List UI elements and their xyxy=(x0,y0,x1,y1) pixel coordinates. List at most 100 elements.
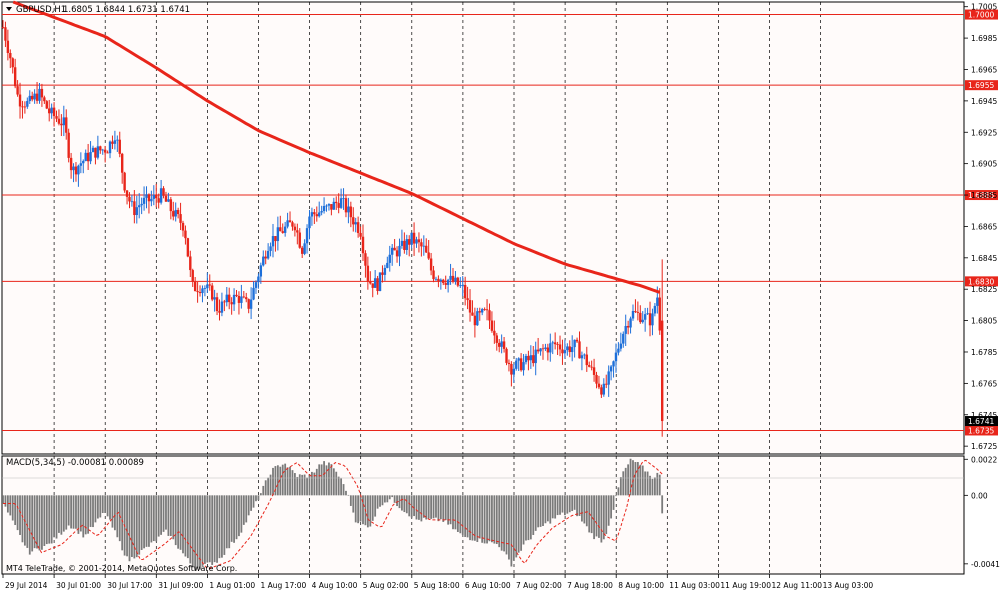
candle-body xyxy=(152,195,156,199)
histogram-bar xyxy=(629,458,632,496)
candle-body xyxy=(94,147,97,158)
candle-body xyxy=(91,147,95,152)
histogram-bar xyxy=(133,495,136,559)
histogram-bar xyxy=(583,495,586,524)
histogram-bar xyxy=(362,495,364,525)
candle-body xyxy=(150,198,153,202)
candle-body xyxy=(335,201,338,204)
histogram-bar xyxy=(483,495,486,544)
histogram-bar xyxy=(306,477,308,496)
histogram-bar xyxy=(464,495,467,537)
candle-body xyxy=(26,101,29,107)
candle-body xyxy=(240,296,243,303)
y-tick-label: 1.6945 xyxy=(971,97,997,106)
candle-body xyxy=(371,283,374,288)
histogram-bar xyxy=(150,495,153,543)
histogram-bar xyxy=(289,466,291,496)
price-level-tag-label: 1.7000 xyxy=(968,11,994,20)
histogram-bar xyxy=(201,495,204,566)
histogram-bar xyxy=(250,495,253,511)
candle-body xyxy=(578,341,581,359)
candle-body xyxy=(298,232,301,248)
candle-body xyxy=(245,297,248,300)
candle-body xyxy=(476,311,479,326)
price-level-tag-label: 1.6735 xyxy=(968,426,994,435)
histogram-bar xyxy=(342,484,345,496)
histogram-bar xyxy=(495,495,498,545)
histogram-bar xyxy=(517,495,520,553)
candle-body xyxy=(388,254,391,263)
histogram-bar xyxy=(43,495,46,546)
histogram-bar xyxy=(379,495,381,507)
candle-body xyxy=(648,313,652,326)
candle-body xyxy=(337,203,340,208)
histogram-bar xyxy=(118,495,121,542)
macd-axis[interactable]: 0.0022 0.00 -0.00418 xyxy=(964,455,1000,569)
y-tick-label: 1.6805 xyxy=(971,317,997,326)
candle-body xyxy=(159,188,163,203)
y-tick-label: 1.6765 xyxy=(971,379,997,388)
histogram-bar xyxy=(184,495,187,557)
histogram-bar xyxy=(381,495,384,506)
histogram-bar xyxy=(473,495,476,541)
histogram-bar xyxy=(651,478,654,496)
histogram-bar xyxy=(427,495,430,519)
candle-body xyxy=(279,227,282,232)
histogram-bar xyxy=(598,495,600,538)
histogram-bar xyxy=(486,495,488,544)
candle-body xyxy=(308,216,311,229)
candle-body xyxy=(320,211,323,213)
histogram-bar xyxy=(264,480,267,496)
price-level-tag-label: 1.6955 xyxy=(968,81,994,90)
histogram-bar xyxy=(578,495,581,516)
histogram-bar xyxy=(456,495,459,532)
histogram-bar xyxy=(435,495,437,518)
histogram-bar xyxy=(84,495,87,535)
histogram-bar xyxy=(330,464,333,496)
candle-body xyxy=(527,355,530,361)
price-axis[interactable]: 1.7005 1.6985 1.6965 1.6945 1.6925 1.6905 1.68… xyxy=(964,3,997,451)
candle-body xyxy=(425,245,428,253)
candle-body xyxy=(325,205,328,207)
time-axis[interactable]: 29 Jul 2014 30 Jul 01:00 30 Jul 17:00 31 Ju… xyxy=(2,574,873,590)
y-tick-label: 1.6865 xyxy=(971,222,997,231)
histogram-bar xyxy=(418,495,420,520)
histogram-bar xyxy=(252,495,255,508)
candle-body xyxy=(485,309,489,311)
histogram-bar xyxy=(439,495,442,520)
histogram-bar xyxy=(293,473,296,496)
candle-body xyxy=(626,325,630,328)
candle-body xyxy=(529,355,533,361)
candle-body xyxy=(179,214,182,223)
y-tick-label: 1.6825 xyxy=(971,285,997,294)
histogram-bar xyxy=(177,495,180,549)
histogram-bar xyxy=(240,495,243,533)
histogram-bar xyxy=(60,495,63,535)
histogram-bar xyxy=(191,495,194,568)
candle-body xyxy=(344,198,348,213)
candle-body xyxy=(622,333,625,344)
triangle-down-icon[interactable] xyxy=(6,7,12,11)
current-price-tag xyxy=(965,416,998,427)
candle-body xyxy=(561,349,564,354)
price-level-tag-label: 1.6885 xyxy=(968,191,994,200)
histogram-bar xyxy=(374,495,377,517)
candle-body xyxy=(191,270,194,282)
histogram-bar xyxy=(624,467,627,496)
candle-body xyxy=(444,283,447,285)
histogram-bar xyxy=(106,495,109,517)
histogram-bar xyxy=(425,495,428,520)
histogram-bar xyxy=(542,495,544,526)
candle-body xyxy=(446,279,450,285)
histogram-bar xyxy=(512,495,515,561)
candle-body xyxy=(332,201,336,210)
histogram-bar xyxy=(452,495,454,530)
histogram-bar xyxy=(437,495,440,522)
histogram-bar xyxy=(199,495,201,570)
histogram-bar xyxy=(41,495,43,550)
histogram-bar xyxy=(476,495,479,542)
candle-body xyxy=(33,93,36,100)
